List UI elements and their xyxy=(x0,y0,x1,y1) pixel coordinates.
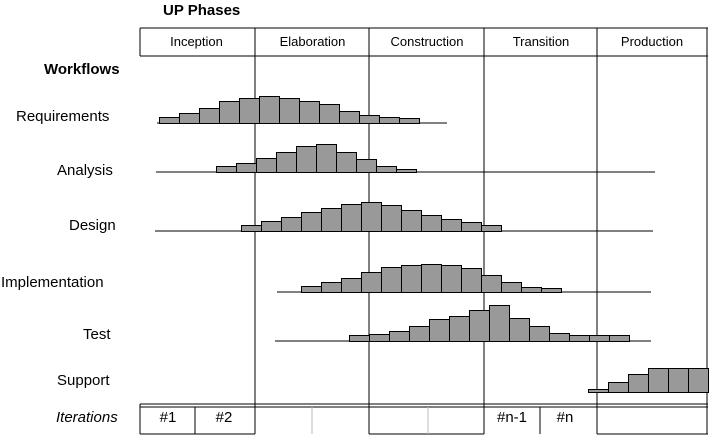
histogram-bar xyxy=(429,319,450,342)
phase-inception: Inception xyxy=(170,34,223,49)
histogram-bar xyxy=(501,282,522,293)
histogram-bar xyxy=(381,267,402,293)
histogram-bar xyxy=(648,368,669,393)
histogram-bar xyxy=(381,205,402,232)
histogram-bar xyxy=(359,115,380,124)
histogram-bar xyxy=(279,98,300,124)
histogram-bar xyxy=(236,163,257,173)
histogram-bar xyxy=(549,333,570,342)
histogram-bar xyxy=(179,113,200,124)
histogram-bar xyxy=(409,326,430,342)
histogram-bar xyxy=(349,335,370,342)
histogram-bar xyxy=(441,219,462,232)
histogram-bar xyxy=(361,202,382,232)
histogram-bar xyxy=(541,288,562,293)
histogram-bar xyxy=(628,374,649,393)
histogram-analysis xyxy=(156,144,655,173)
histogram-bar xyxy=(441,265,462,293)
histogram-bar xyxy=(316,144,337,173)
histogram-bar xyxy=(339,111,360,124)
histogram-bar xyxy=(688,368,709,393)
histogram-bar xyxy=(421,215,442,232)
histogram-bar xyxy=(608,382,629,393)
histogram-bar xyxy=(216,166,237,173)
histogram-bar xyxy=(401,265,422,293)
histogram-bar xyxy=(239,98,260,124)
histogram-bar xyxy=(301,286,322,293)
histogram-bar xyxy=(481,275,502,293)
histogram-design xyxy=(155,202,653,232)
iteration-2: #2 xyxy=(215,409,233,426)
histogram-bar xyxy=(341,278,362,293)
histogram-bar xyxy=(341,204,362,232)
histogram-bar xyxy=(261,221,282,232)
histogram-bar xyxy=(276,152,297,173)
workflow-label-implementation: Implementation xyxy=(1,274,104,291)
histogram-bar xyxy=(301,212,322,232)
phase-elaboration: Elaboration xyxy=(279,34,346,49)
workflow-label-support: Support xyxy=(57,372,110,389)
histogram-bar xyxy=(521,287,542,293)
histogram-requirements xyxy=(157,96,447,124)
histogram-bar xyxy=(569,335,590,342)
histogram-bar xyxy=(376,166,397,173)
histogram-bar xyxy=(159,117,180,124)
histogram-bar xyxy=(389,331,410,342)
histogram-bar xyxy=(259,96,280,124)
histogram-bar xyxy=(369,334,390,342)
histogram-bar xyxy=(589,335,610,342)
histogram-bar xyxy=(199,108,220,124)
histogram-bar xyxy=(461,268,482,293)
histogram-bar xyxy=(481,225,502,232)
histogram-bar xyxy=(401,210,422,232)
histogram-bar xyxy=(399,118,420,124)
histogram-bar xyxy=(336,152,357,173)
histogram-implementation xyxy=(277,264,651,293)
histogram-bar xyxy=(609,335,630,342)
phase-construction: Construction xyxy=(390,34,464,49)
histogram-bar xyxy=(256,158,277,173)
histogram-bar xyxy=(588,389,609,393)
histogram-bar xyxy=(509,318,530,342)
histogram-bar xyxy=(356,159,377,173)
iteration-n: #n xyxy=(556,409,574,426)
histogram-test xyxy=(275,305,651,342)
histogram-bar xyxy=(361,272,382,293)
histogram-bar xyxy=(529,326,550,342)
histogram-bar xyxy=(489,305,510,342)
histogram-bar xyxy=(319,104,340,124)
workflow-label-test: Test xyxy=(83,326,111,343)
workflow-label-requirements: Requirements xyxy=(16,108,110,125)
workflow-histograms xyxy=(155,96,709,393)
histogram-bar xyxy=(379,117,400,124)
diagram-title: UP Phases xyxy=(163,2,241,19)
histogram-bar xyxy=(396,169,417,173)
histogram-bar xyxy=(219,101,240,124)
histogram-bar xyxy=(296,146,317,173)
histogram-bar xyxy=(668,368,689,393)
workflow-label-design: Design xyxy=(69,217,116,234)
histogram-support xyxy=(588,368,709,393)
histogram-bar xyxy=(241,225,262,232)
histogram-bar xyxy=(461,222,482,232)
histogram-bar xyxy=(449,316,470,342)
histogram-bar xyxy=(469,310,490,342)
histogram-bar xyxy=(299,101,320,124)
phase-transition: Transition xyxy=(512,34,570,49)
workflows-heading: Workflows xyxy=(44,61,120,78)
iteration-n-minus-1: #n-1 xyxy=(496,409,528,426)
histogram-bar xyxy=(321,208,342,232)
histogram-bar xyxy=(421,264,442,293)
workflow-label-analysis: Analysis xyxy=(57,162,113,179)
histogram-bar xyxy=(281,217,302,232)
iterations-heading: Iterations xyxy=(56,409,118,426)
phase-production: Production xyxy=(620,34,684,49)
histogram-bar xyxy=(321,282,342,293)
iteration-1: #1 xyxy=(159,409,177,426)
